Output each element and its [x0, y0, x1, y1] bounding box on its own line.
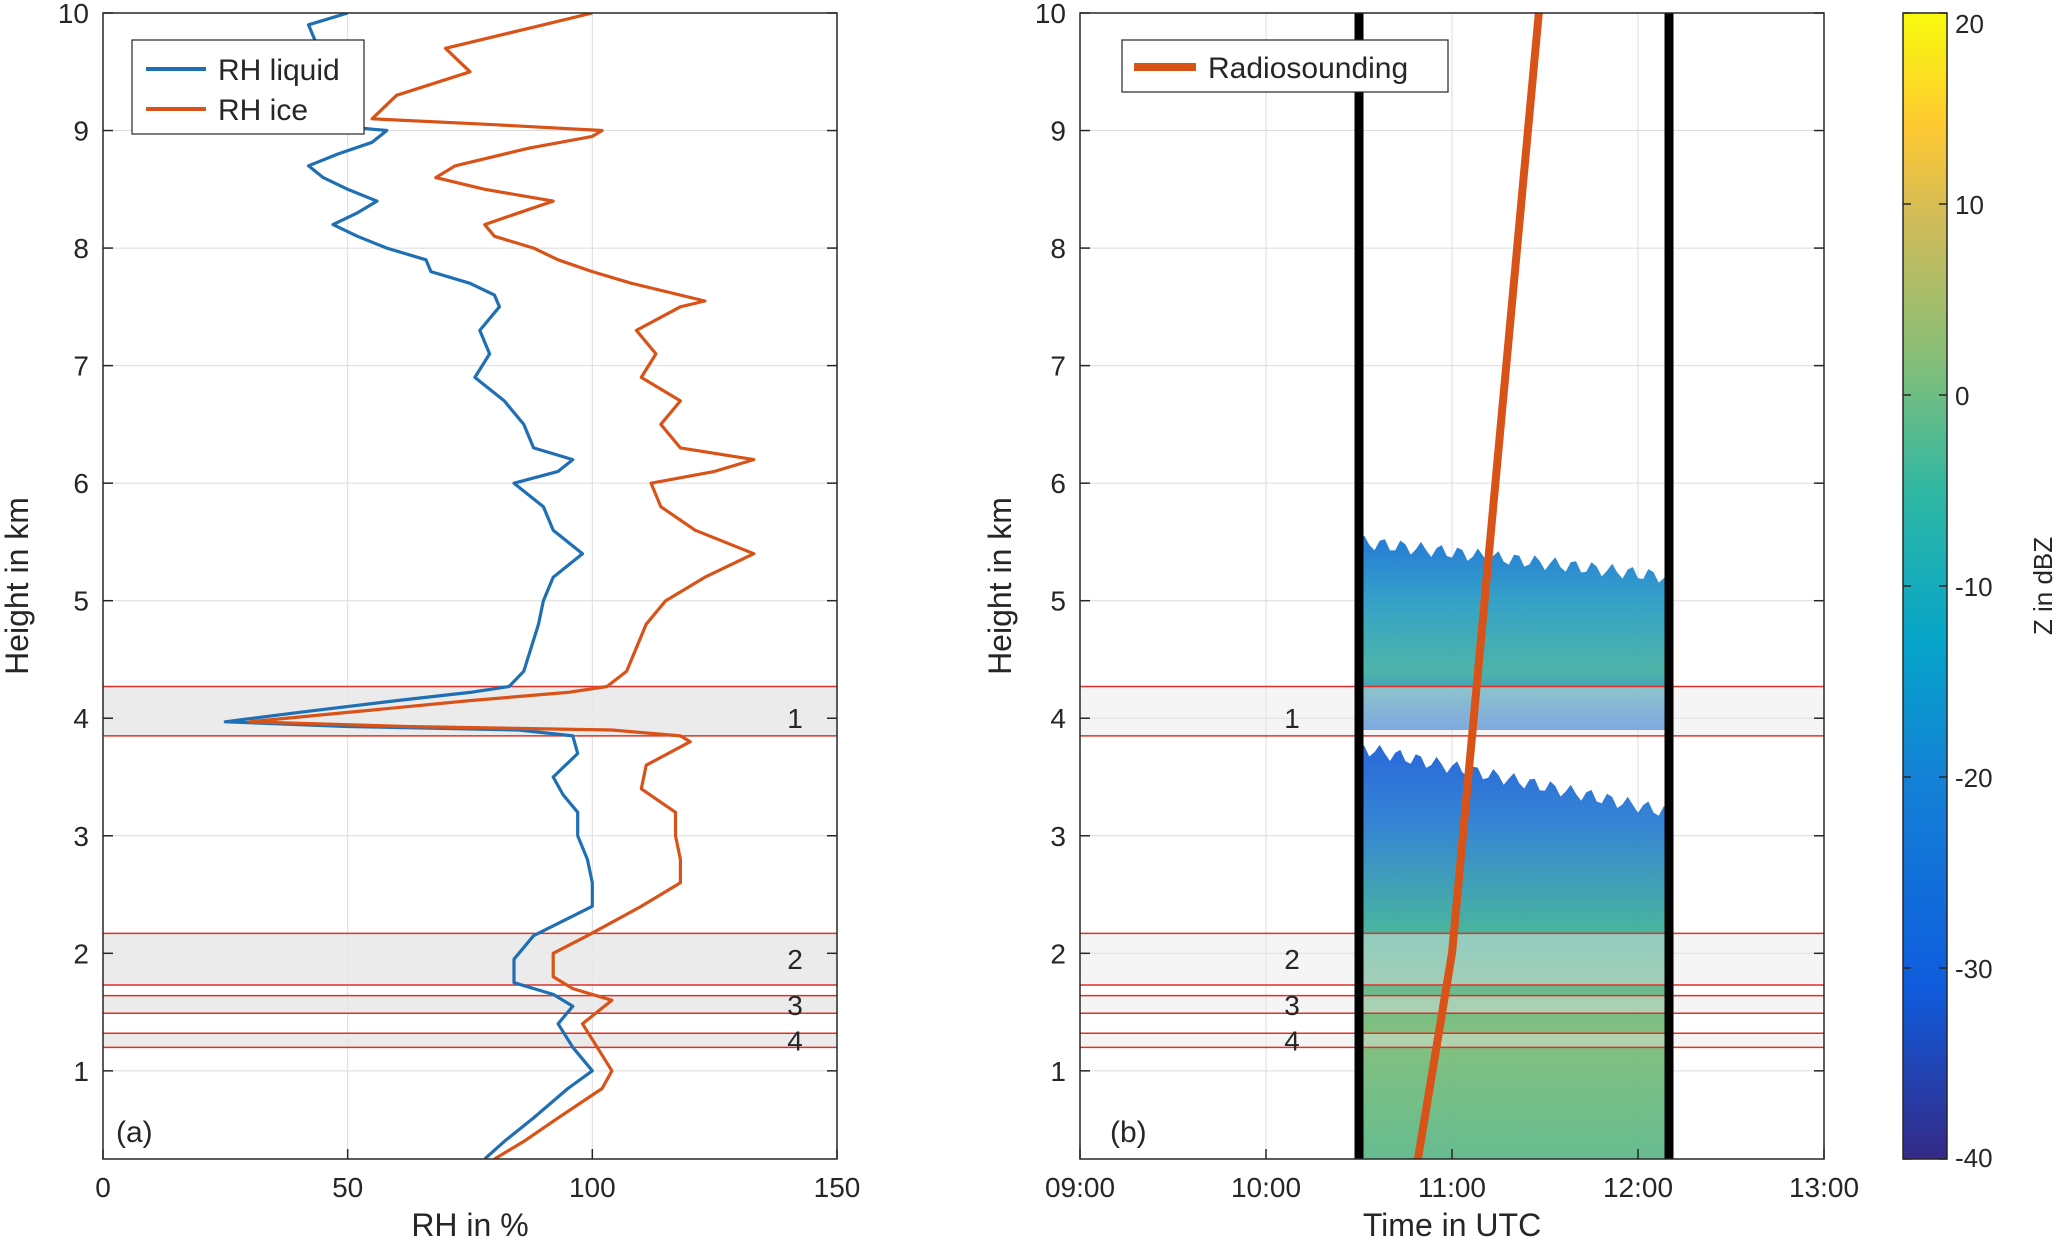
- panel-a-frame: [102, 12, 838, 1160]
- colorbar-tick-label: -40: [1955, 1143, 1993, 1173]
- b-band-label: 4: [1284, 1025, 1300, 1056]
- panel-b: 1 2 3 4 1 2 3 4 5 6 7 8 9 10 09:00 10:00 11:00 12:00 13:0…: [982, 0, 1859, 1243]
- panel-a-lines: [223, 13, 756, 1159]
- b-ytick-label: 10: [1035, 0, 1066, 29]
- panel-b-legend: Radiosounding: [1121, 39, 1449, 93]
- b-ytick-label: 4: [1050, 703, 1066, 734]
- a-band-label: 4: [787, 1025, 803, 1056]
- a-band-label: 3: [787, 990, 803, 1021]
- series-line-rh-liquid: [223, 13, 594, 1159]
- b-xtick-label: 09:00: [1045, 1172, 1115, 1203]
- a-ytick-label: 10: [58, 0, 89, 29]
- panel-a-ylabel: Height in km: [0, 497, 35, 675]
- legend-box: [131, 39, 365, 135]
- panel-a-label: (a): [116, 1116, 153, 1149]
- colorbar-tick-label: -30: [1955, 954, 1993, 984]
- a-xtick-label: 150: [814, 1172, 861, 1203]
- panel-b-ylabel: Height in km: [982, 497, 1018, 675]
- panel-b-radar-echo: [1359, 535, 1669, 1159]
- a-ytick-label: 6: [73, 468, 89, 499]
- b-ytick-label: 2: [1050, 938, 1066, 969]
- a-ytick-label: 3: [73, 821, 89, 852]
- panel-a-bands: 1 2 3 4: [103, 685, 837, 1056]
- b-ytick-label: 3: [1050, 821, 1066, 852]
- colorbar-tick-label: 0: [1955, 381, 1969, 411]
- a-ytick-label: 2: [73, 938, 89, 969]
- a-band-label: 2: [787, 944, 803, 975]
- a-ytick-label: 8: [73, 233, 89, 264]
- colorbar: -40 -30 -20 -10 0 10 20 Z in dBZ: [1902, 9, 2058, 1173]
- b-ytick-label: 8: [1050, 233, 1066, 264]
- b-band: [1080, 686, 1824, 736]
- echo-layer: [1359, 535, 1669, 730]
- a-band: [103, 933, 837, 986]
- b-band-label: 1: [1284, 703, 1300, 734]
- b-xtick-label: 11:00: [1418, 1172, 1486, 1203]
- colorbar-tick-label: -10: [1955, 572, 1993, 602]
- a-ytick-label: 7: [73, 351, 89, 382]
- b-ytick-label: 7: [1050, 351, 1066, 382]
- colorbar-tick-label: -20: [1955, 763, 1993, 793]
- colorbar-label: Z in dBZ: [2028, 537, 2058, 635]
- b-ytick-label: 5: [1050, 586, 1066, 617]
- b-band-label: 2: [1284, 944, 1300, 975]
- a-band: [103, 995, 837, 1014]
- a-band: [103, 1033, 837, 1048]
- panel-b-label: (b): [1110, 1116, 1147, 1149]
- a-xtick-label: 50: [332, 1172, 363, 1203]
- panel-b-period-markers: [1354, 13, 1674, 1159]
- b-band-label: 3: [1284, 990, 1300, 1021]
- panel-a-xlabel: RH in %: [411, 1207, 528, 1243]
- b-ytick-label: 6: [1050, 468, 1066, 499]
- b-xtick-label: 12:00: [1603, 1172, 1673, 1203]
- a-ytick-label: 5: [73, 586, 89, 617]
- b-band: [1080, 1033, 1824, 1048]
- series-line-rh-ice: [248, 13, 756, 1159]
- panel-a-legend: RH liquid RH ice: [131, 39, 365, 135]
- panel-b-xlabel: Time in UTC: [1363, 1207, 1541, 1243]
- panel-b-ticks: 1 2 3 4 5 6 7 8 9 10 09:00 10:00 11:00 12:00 13:00: [1035, 0, 1859, 1203]
- legend-label-rh-ice: RH ice: [218, 94, 308, 127]
- colorbar-tick-label: 10: [1955, 190, 1984, 220]
- b-band: [1080, 995, 1824, 1014]
- legend-label-rh-liquid: RH liquid: [218, 54, 340, 87]
- legend-label-radiosounding: Radiosounding: [1208, 52, 1408, 85]
- colorbar-ticks: -40 -30 -20 -10 0 10 20: [1903, 9, 1993, 1173]
- a-band-label: 1: [787, 703, 803, 734]
- b-ytick-label: 1: [1050, 1056, 1066, 1087]
- colorbar-tick-label: 20: [1955, 9, 1984, 39]
- a-ytick-label: 1: [73, 1056, 89, 1087]
- a-xtick-label: 0: [95, 1172, 111, 1203]
- a-xtick-label: 100: [569, 1172, 616, 1203]
- b-ytick-label: 9: [1050, 116, 1066, 147]
- b-xtick-label: 13:00: [1789, 1172, 1859, 1203]
- b-xtick-label: 10:00: [1231, 1172, 1301, 1203]
- a-ytick-label: 9: [73, 116, 89, 147]
- a-ytick-label: 4: [73, 703, 89, 734]
- panel-b-radiosounding: [1413, 13, 1543, 1159]
- legend-box-b: [1121, 39, 1449, 93]
- radiosounding-line: [1413, 13, 1543, 1159]
